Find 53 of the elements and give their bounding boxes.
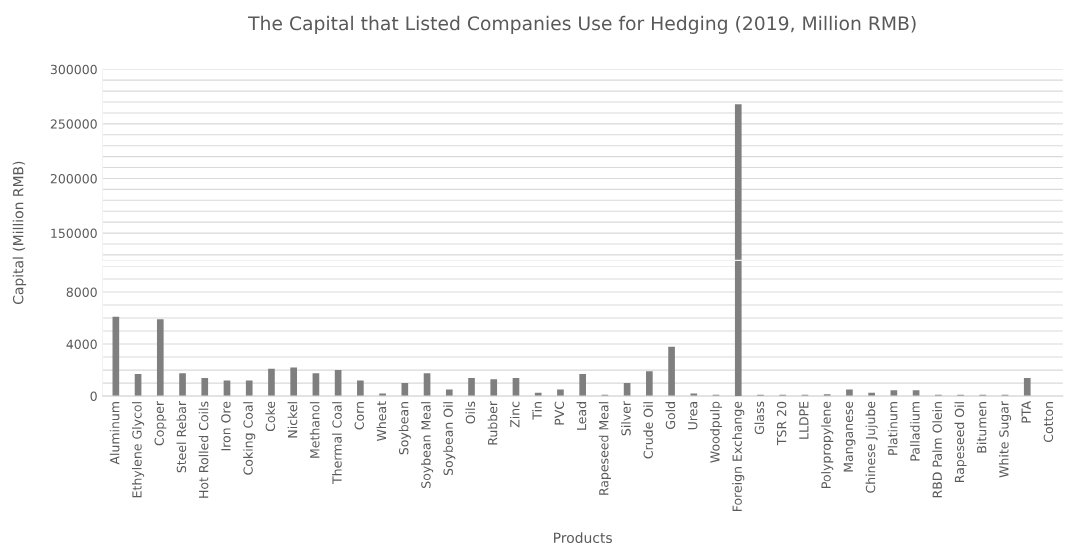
- x-tick-label: Hot Rolled Coils: [198, 401, 209, 498]
- y-tick-label: 250000: [50, 119, 97, 129]
- y-tick-label: 300000: [50, 64, 97, 75]
- x-tick-label: Coking Coal: [243, 402, 256, 475]
- y-tick-label: 0: [90, 391, 97, 402]
- x-tick-label: Crude Oil: [643, 402, 653, 459]
- x-tick-label: Silver: [621, 400, 631, 436]
- x-tick-label: Soybean: [398, 402, 411, 455]
- x-tick-label: Soybean Meal: [421, 402, 434, 488]
- y-axis-title: Capital (Million RMB): [12, 161, 27, 305]
- x-tick-label: Thermal Coal: [332, 402, 342, 484]
- x-tick-label: Bitumen: [976, 402, 987, 453]
- x-tick-label: Nickel: [287, 402, 298, 438]
- x-tick-label: Glass: [754, 401, 765, 435]
- x-tick-label: PVC: [554, 401, 565, 425]
- x-tick-label: Platinum: [887, 402, 898, 455]
- x-tick-label: Steel Rebar: [176, 400, 187, 473]
- x-tick-label: Iron Ore: [221, 401, 231, 451]
- x-tick-label: LLDPE: [799, 401, 809, 439]
- x-tick-label: Ethylene Glycol: [132, 402, 145, 498]
- x-tick-label: Tin: [532, 402, 542, 420]
- y-tick-label: 8000: [66, 287, 97, 297]
- x-tick-label: PTA: [1021, 401, 1031, 423]
- x-tick-label: RBD Palm Olein: [932, 402, 942, 498]
- y-tick-label: 200000: [50, 173, 97, 184]
- x-tick-label: Methanol: [309, 402, 320, 458]
- x-tick-label: Wheat: [376, 401, 387, 442]
- x-tick-label: Rapeseed Oil: [954, 402, 967, 483]
- x-tick-label: Polypropylene: [821, 401, 834, 488]
- chart-title: The Capital that Listed Companies Use for Hedging (2019, Million RMB): [248, 15, 916, 34]
- x-tick-label: Gold: [665, 402, 676, 430]
- x-tick-label: Soybean Oil: [443, 402, 456, 476]
- x-tick-label: Rubber: [487, 400, 498, 445]
- x-tick-label: Woodpulp: [709, 401, 723, 463]
- x-tick-label: Aluminum: [109, 402, 120, 465]
- x-tick-label: Urea: [688, 402, 698, 430]
- x-tick-label: Chinese Jujube: [865, 401, 878, 493]
- x-tick-label: Coke: [265, 401, 276, 432]
- x-tick-label: Foreign Exchange: [732, 401, 745, 512]
- y-tick-label: 150000: [51, 228, 97, 238]
- x-tick-label: Copper: [154, 400, 167, 446]
- x-tick-label: Oils: [465, 401, 476, 424]
- x-tick-label: Zinc: [509, 401, 520, 428]
- y-tick-label: 4000: [66, 339, 97, 349]
- x-tick-label: Cotton: [1043, 402, 1054, 443]
- x-tick-label: Palladium: [910, 402, 920, 461]
- x-tick-label: TSR 20: [776, 401, 787, 446]
- x-tick-label: Corn: [354, 402, 364, 430]
- x-tick-label: Rapeseed Meal: [598, 402, 611, 495]
- x-axis-title: Products: [554, 532, 612, 543]
- x-tick-label: White Sugar: [998, 400, 1012, 478]
- x-tick-label: Manganese: [843, 401, 856, 472]
- x-tick-label: Lead: [576, 402, 587, 430]
